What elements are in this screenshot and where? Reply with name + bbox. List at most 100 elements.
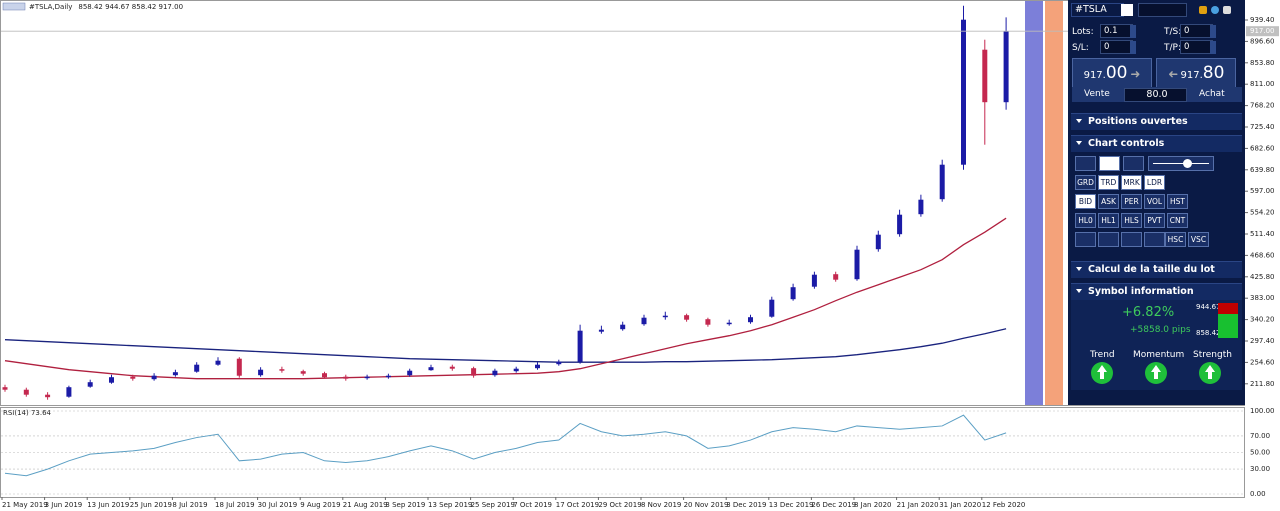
- lots-input[interactable]: 0.1: [1100, 24, 1133, 38]
- candle-body: [492, 370, 498, 376]
- y-tick-label: 340.20: [1250, 316, 1275, 324]
- icon-button[interactable]: [1123, 156, 1144, 171]
- section-header[interactable]: Chart controls: [1071, 135, 1242, 152]
- x-tick-label: 13 Dec 2019: [769, 501, 814, 509]
- y-tick-label: 639.80: [1250, 166, 1275, 174]
- y-tick-label: 425.80: [1250, 273, 1275, 281]
- sell-label: Vente: [1084, 89, 1110, 99]
- range-low: [1218, 314, 1238, 338]
- x-tick-label: 12 Feb 2020: [982, 501, 1026, 509]
- sell-button[interactable]: 917.00 ➜: [1072, 58, 1152, 88]
- slider[interactable]: [1148, 156, 1214, 171]
- candle-body: [300, 371, 306, 374]
- icon-button[interactable]: [1099, 156, 1120, 171]
- candle-body: [598, 329, 604, 332]
- x-tick-label: 21 Jan 2020: [897, 501, 939, 509]
- candle-body: [662, 315, 668, 318]
- toggle-button[interactable]: HL1: [1098, 213, 1119, 228]
- x-tick-label: 8 Nov 2019: [641, 501, 681, 509]
- section-header[interactable]: Calcul de la taille du lot: [1071, 261, 1242, 278]
- x-tick-label: 29 Oct 2019: [598, 501, 641, 509]
- chart-header: #TSLA,Daily 858.42 944.67 858.42 917.00: [29, 3, 183, 11]
- y-tick-label: 468.60: [1250, 251, 1275, 259]
- candle-body: [322, 373, 327, 378]
- sl-input[interactable]: 0: [1100, 40, 1133, 54]
- buy-button[interactable]: ➜ 917.80: [1156, 58, 1236, 88]
- candle-body: [705, 319, 711, 325]
- candle-body: [364, 376, 370, 379]
- x-tick-label: 13 Sep 2019: [428, 501, 472, 509]
- toggle-button[interactable]: MRK: [1121, 175, 1142, 190]
- ts-spin[interactable]: [1210, 25, 1216, 38]
- nav-button[interactable]: [1121, 232, 1142, 247]
- day-high: 944.67: [1196, 303, 1221, 311]
- nav-button[interactable]: [1144, 232, 1165, 247]
- toggle-button[interactable]: HL0: [1075, 213, 1096, 228]
- window-icons[interactable]: [2, 2, 26, 11]
- candle-body: [194, 364, 200, 372]
- toggle-button[interactable]: HST: [1167, 194, 1188, 209]
- sl-spin[interactable]: [1130, 41, 1136, 54]
- candle-body: [172, 372, 178, 376]
- icon-settings[interactable]: [1199, 6, 1207, 14]
- toggle-button[interactable]: VOL: [1144, 194, 1165, 209]
- icon-refresh[interactable]: [1211, 6, 1219, 14]
- tp-input[interactable]: 0: [1180, 40, 1213, 54]
- toggle-button[interactable]: PVT: [1144, 213, 1165, 228]
- toggle-button[interactable]: GRD: [1075, 175, 1096, 190]
- candle-body: [87, 382, 93, 387]
- y-tick-label: 896.60: [1250, 37, 1275, 45]
- x-tick-label: 21 Aug 2019: [343, 501, 388, 509]
- x-tick-label: 9 Aug 2019: [300, 501, 340, 509]
- y-tick-label: 50.00: [1250, 449, 1270, 457]
- lots-spin[interactable]: [1130, 25, 1136, 38]
- candle-body: [385, 375, 391, 378]
- toggle-button[interactable]: HSC: [1165, 232, 1186, 247]
- candle-body: [790, 287, 796, 300]
- toggle-button[interactable]: LDR: [1144, 175, 1165, 190]
- section-header[interactable]: Positions ouvertes: [1071, 113, 1242, 130]
- sell-price-small: 917.: [1083, 70, 1106, 81]
- icon-button[interactable]: [1075, 156, 1096, 171]
- rsi-title: RSI(14) 73.64: [3, 409, 52, 417]
- y-tick-label: 254.60: [1250, 358, 1275, 366]
- candle-body: [236, 358, 242, 376]
- y-tick-label: 100.00: [1250, 407, 1275, 415]
- toggle-button[interactable]: CNT: [1167, 213, 1188, 228]
- buy-price-big: 80: [1202, 63, 1225, 83]
- section-header[interactable]: Symbol information: [1071, 283, 1242, 300]
- toggle-button[interactable]: TRD: [1098, 175, 1119, 190]
- y-tick-label: 811.00: [1250, 80, 1275, 88]
- icon-info[interactable]: [1223, 6, 1231, 14]
- x-tick-label: 8 Jan 2020: [854, 501, 892, 509]
- nav-button[interactable]: [1075, 232, 1096, 247]
- pips: +5858.0 pips: [1130, 325, 1191, 335]
- nav-button[interactable]: [1098, 232, 1119, 247]
- candle-body: [897, 214, 903, 235]
- sl-label: S/L:: [1072, 43, 1089, 53]
- symbol-dropdown[interactable]: [1121, 4, 1133, 16]
- candle-body: [428, 367, 434, 371]
- candle-body: [513, 368, 519, 372]
- toggle-button[interactable]: BID: [1075, 194, 1096, 209]
- candle-body: [875, 234, 881, 250]
- y-tick-label: 0.00: [1250, 490, 1266, 498]
- x-tick-label: 7 Oct 2019: [513, 501, 552, 509]
- y-tick-label: 383.00: [1250, 294, 1275, 302]
- momentum-up: [1145, 362, 1167, 384]
- toggle-button[interactable]: PER: [1121, 194, 1142, 209]
- candle-body: [620, 324, 626, 330]
- buy-label: Achat: [1199, 89, 1225, 99]
- tp-spin[interactable]: [1210, 41, 1216, 54]
- y-tick-label: 70.00: [1250, 432, 1270, 440]
- y-tick-label: 597.00: [1250, 187, 1275, 195]
- symbol-input[interactable]: [1138, 3, 1187, 17]
- y-tick-label: 511.40: [1250, 230, 1275, 238]
- toggle-button[interactable]: ASK: [1098, 194, 1119, 209]
- ts-input[interactable]: 0: [1180, 24, 1213, 38]
- x-tick-label: 26 Dec 2019: [811, 501, 856, 509]
- current-price-label: 917.00: [1250, 27, 1275, 35]
- x-tick-label: 30 Jul 2019: [258, 501, 298, 509]
- toggle-button[interactable]: VSC: [1188, 232, 1209, 247]
- toggle-button[interactable]: HLS: [1121, 213, 1142, 228]
